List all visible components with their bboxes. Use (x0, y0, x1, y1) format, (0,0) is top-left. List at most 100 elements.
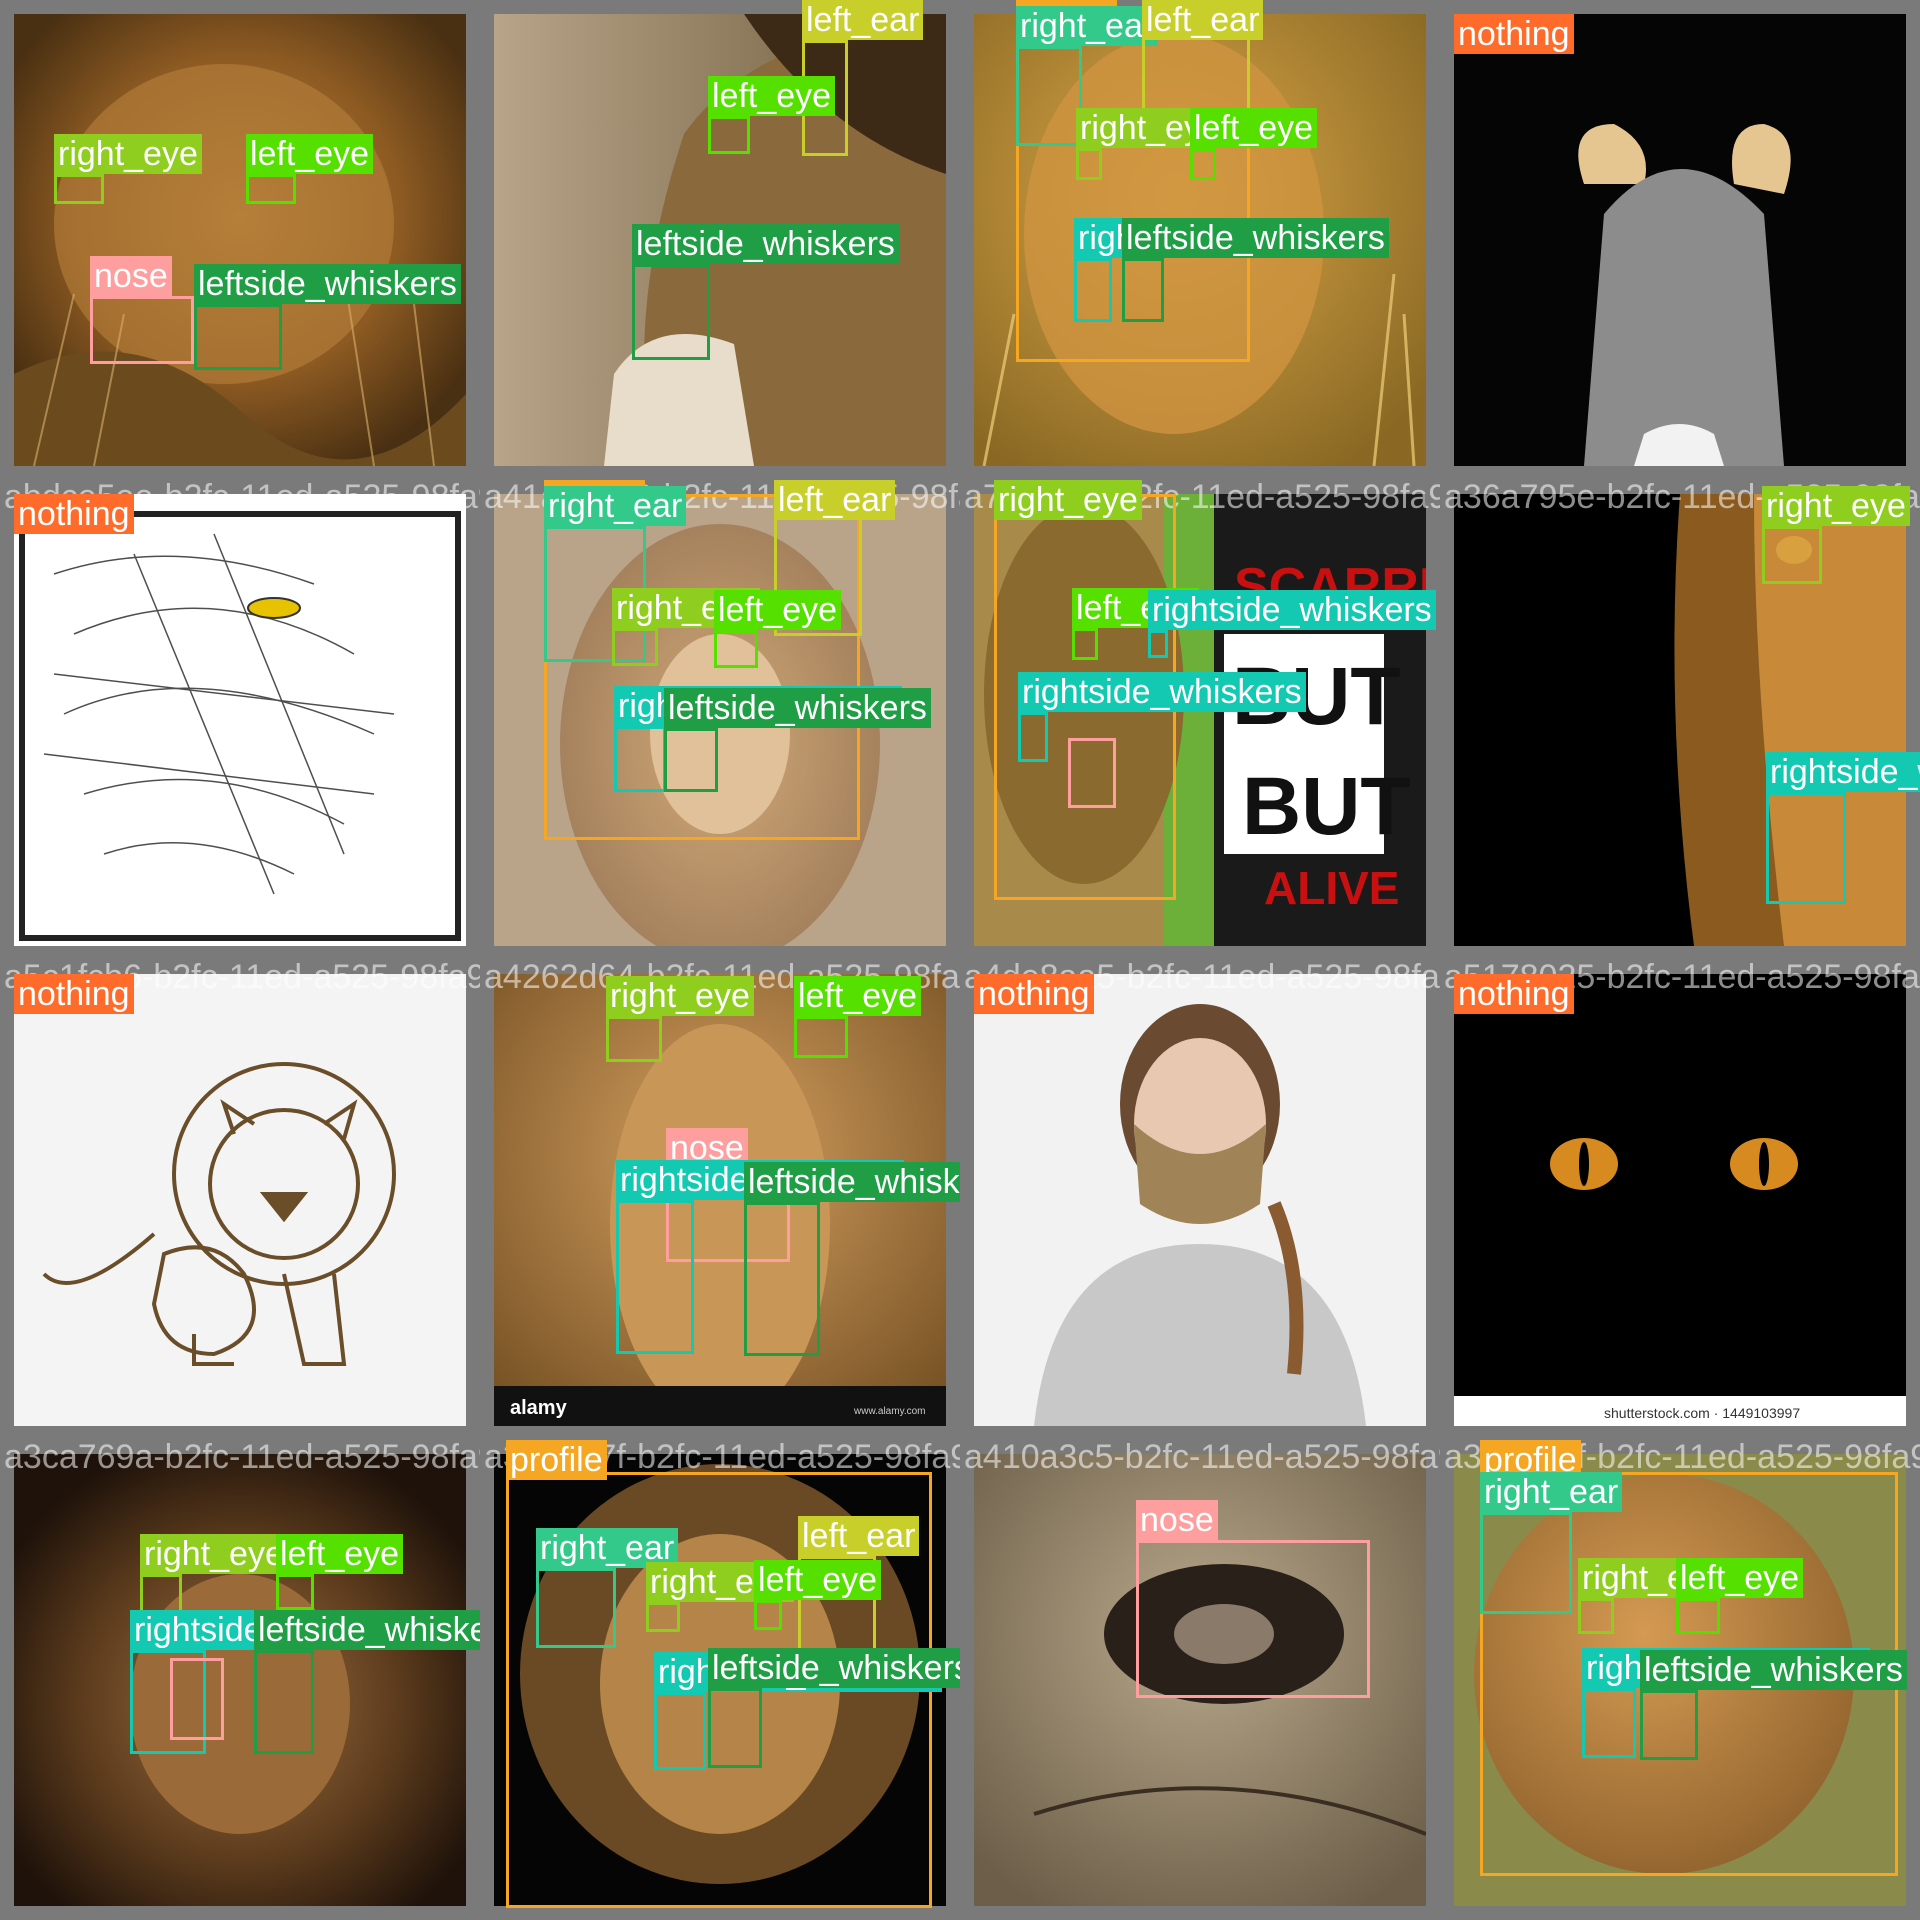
svg-text:ALIVE: ALIVE (1264, 862, 1399, 914)
label-nothing: nothing (1454, 14, 1574, 54)
bbox-leftside-whiskers (632, 264, 710, 360)
tile-filename: a410a3c5-b2fc-11ed-a525-98fa9b3d2a7c.jpg (964, 1440, 1440, 1476)
mosaic-tile: nothing (1440, 0, 1920, 480)
label-leftside-whiskers: leftside_whiskers (194, 264, 461, 304)
bbox-right-ear (1480, 1512, 1572, 1614)
label-rightside-whiskers: rightside_whiskers (1148, 590, 1436, 630)
bbox-leftside-whiskers (744, 1202, 820, 1356)
label-nothing: nothing (14, 494, 134, 534)
bbox-right-eye (606, 1016, 662, 1062)
bbox-leftside-whiskers (664, 728, 718, 792)
label-left-ear: left_ear (798, 1516, 920, 1556)
label-right-eye: right_eye (1762, 486, 1910, 526)
mosaic-tile: a5c1fcb6-b2fc-11ed-a525-98fa9b3d2a7c.jpg… (0, 960, 480, 1440)
bbox-rightside-whiskers (616, 1200, 694, 1354)
bbox-right-eye (140, 1574, 182, 1614)
label-leftside-whiskers: leftside_whiskers (664, 688, 931, 728)
bbox-leftside-whiskers (1122, 258, 1164, 322)
label-profile: profile (506, 1440, 607, 1480)
bbox-nose (1068, 738, 1116, 808)
label-leftside-whiskers: leftside_whiskers (1640, 1650, 1907, 1690)
label-leftside-whiskers: leftside_whiskers (632, 224, 899, 264)
bbox-leftside-whiskers (1640, 1690, 1698, 1760)
bbox-left-eye (754, 1600, 782, 1630)
mosaic-tile: a4de8aa5-b2fc-11ed-a525-98fa9b3d2a7c.jpg… (960, 960, 1440, 1440)
bbox-right-ear (536, 1568, 616, 1648)
label-right-ear: right_ear (1016, 6, 1159, 46)
tile-image: shutterstock.com · 1449103997 (1454, 974, 1906, 1426)
bbox-nose (170, 1658, 224, 1740)
label-leftside-whiskers: leftside_whiskers (744, 1162, 960, 1202)
label-left-eye: left_eye (1190, 108, 1318, 148)
bbox-nose (90, 296, 194, 364)
bbox-left-eye (1072, 628, 1098, 660)
label-right-eye: right_eye (54, 134, 202, 174)
bbox-rightside-whiskers (1074, 258, 1112, 322)
label-leftside-whiskers: leftside_whiskers (254, 1610, 480, 1650)
mosaic-tile: a3b5e57f-b2fc-11ed-a525-98fa9b3d2a7c.jpg… (1440, 1440, 1920, 1920)
label-rightside-whiskers: rightside_whiskers (1766, 752, 1920, 792)
label-left-eye: left_eye (276, 1534, 404, 1574)
tile-image (974, 974, 1426, 1426)
label-rightside-whiskers: rightside_whiskers (1018, 672, 1306, 712)
bbox-leftside-whiskers (708, 1688, 762, 1768)
bbox-right-ear (1016, 46, 1082, 146)
label-left-eye: left_eye (794, 976, 922, 1016)
tile-image (1454, 14, 1906, 466)
mosaic-tile: abdce5ee-b2fc-11ed-a525-98fa9b3d2a7c.jpg… (0, 480, 480, 960)
bbox-right-eye (1762, 526, 1822, 584)
label-right-ear: right_ear (536, 1528, 679, 1568)
mosaic-tile: SCARREDBUTBUTALIVEa7aef8c2-b2fc-11ed-a52… (960, 480, 1440, 960)
label-right-eye: right_eye (994, 480, 1142, 520)
mosaic-tile: a36a795e-b2fc-11ed-a525-98fa9b3d2a7c.jpg… (1440, 480, 1920, 960)
bbox-left-eye (1676, 1598, 1720, 1634)
label-right-eye: right_eye (606, 976, 754, 1016)
bbox-right-eye (54, 174, 104, 204)
mosaic-tile: alamywww.alamy.coma4262d64-b2fc-11ed-a52… (480, 960, 960, 1440)
bbox-nose (1136, 1540, 1370, 1698)
label-left-eye: left_eye (754, 1560, 882, 1600)
bbox-right-eye (1578, 1598, 1614, 1634)
label-nothing: nothing (1454, 974, 1574, 1014)
label-left-eye: left_eye (246, 134, 374, 174)
bbox-left-eye (276, 1574, 314, 1610)
bbox-left-eye (708, 116, 750, 154)
label-left-eye: left_eye (708, 76, 836, 116)
mosaic-tile: a3b5e57f-b2fc-11ed-a525-98fa9b3d2a7c.jpg… (480, 1440, 960, 1920)
label-left-ear: left_ear (802, 0, 924, 40)
label-leftside-whiskers: leftside_whiskers (708, 1648, 960, 1688)
bbox-leftside-whiskers (254, 1650, 314, 1754)
svg-text:BUT: BUT (1242, 761, 1411, 852)
label-nothing: nothing (14, 974, 134, 1014)
label-right-eye: right_eye (140, 1534, 288, 1574)
label-right-ear: right_ear (1480, 1472, 1623, 1512)
bbox-right-eye (646, 1602, 680, 1632)
label-right-ear: right_ear (544, 486, 687, 526)
svg-text:shutterstock.com · 1449103997: shutterstock.com · 1449103997 (1604, 1405, 1800, 1421)
mosaic-tile: shutterstock.com · 1449103997 a5178025-b2… (1440, 960, 1920, 1440)
label-leftside-whiskers: leftside_whiskers (1122, 218, 1389, 258)
bbox-rightside-whiskers (1018, 712, 1048, 762)
bbox-rightside-whiskers (130, 1650, 206, 1754)
tile-filename: a3ca769a-b2fc-11ed-a525-98fa9b3d2a7c.jpg (4, 1440, 480, 1476)
bbox-rightside-whiskers (1766, 792, 1846, 904)
tile-image: alamy www.alamy.com (494, 974, 946, 1426)
mosaic-tile: a410a3c5-b2fc-11ed-a525-98fa9b3d2a7c.jpg… (960, 1440, 1440, 1920)
tile-image (1454, 494, 1906, 946)
bbox-rightside-whiskers (654, 1692, 706, 1770)
label-left-ear: left_ear (1142, 0, 1264, 40)
bbox-left-eye (794, 1016, 848, 1058)
tile-image (14, 494, 466, 946)
label-nose: nose (90, 256, 172, 296)
mosaic-tile: profileright_earleft_earright_eyeleft_ey… (960, 0, 1440, 480)
bbox-rightside-whiskers (1148, 630, 1168, 658)
label-left-eye: left_eye (1676, 1558, 1804, 1598)
tile-image (14, 1454, 466, 1906)
mosaic-tile: left_ear left_eye leftside_whiskers (480, 0, 960, 480)
svg-text:alamy: alamy (510, 1397, 568, 1419)
label-left-ear: left_ear (774, 480, 896, 520)
bbox-leftside-whiskers (194, 304, 282, 370)
mosaic-tile: a3ca769a-b2fc-11ed-a525-98fa9b3d2a7c.jpg… (0, 1440, 480, 1920)
